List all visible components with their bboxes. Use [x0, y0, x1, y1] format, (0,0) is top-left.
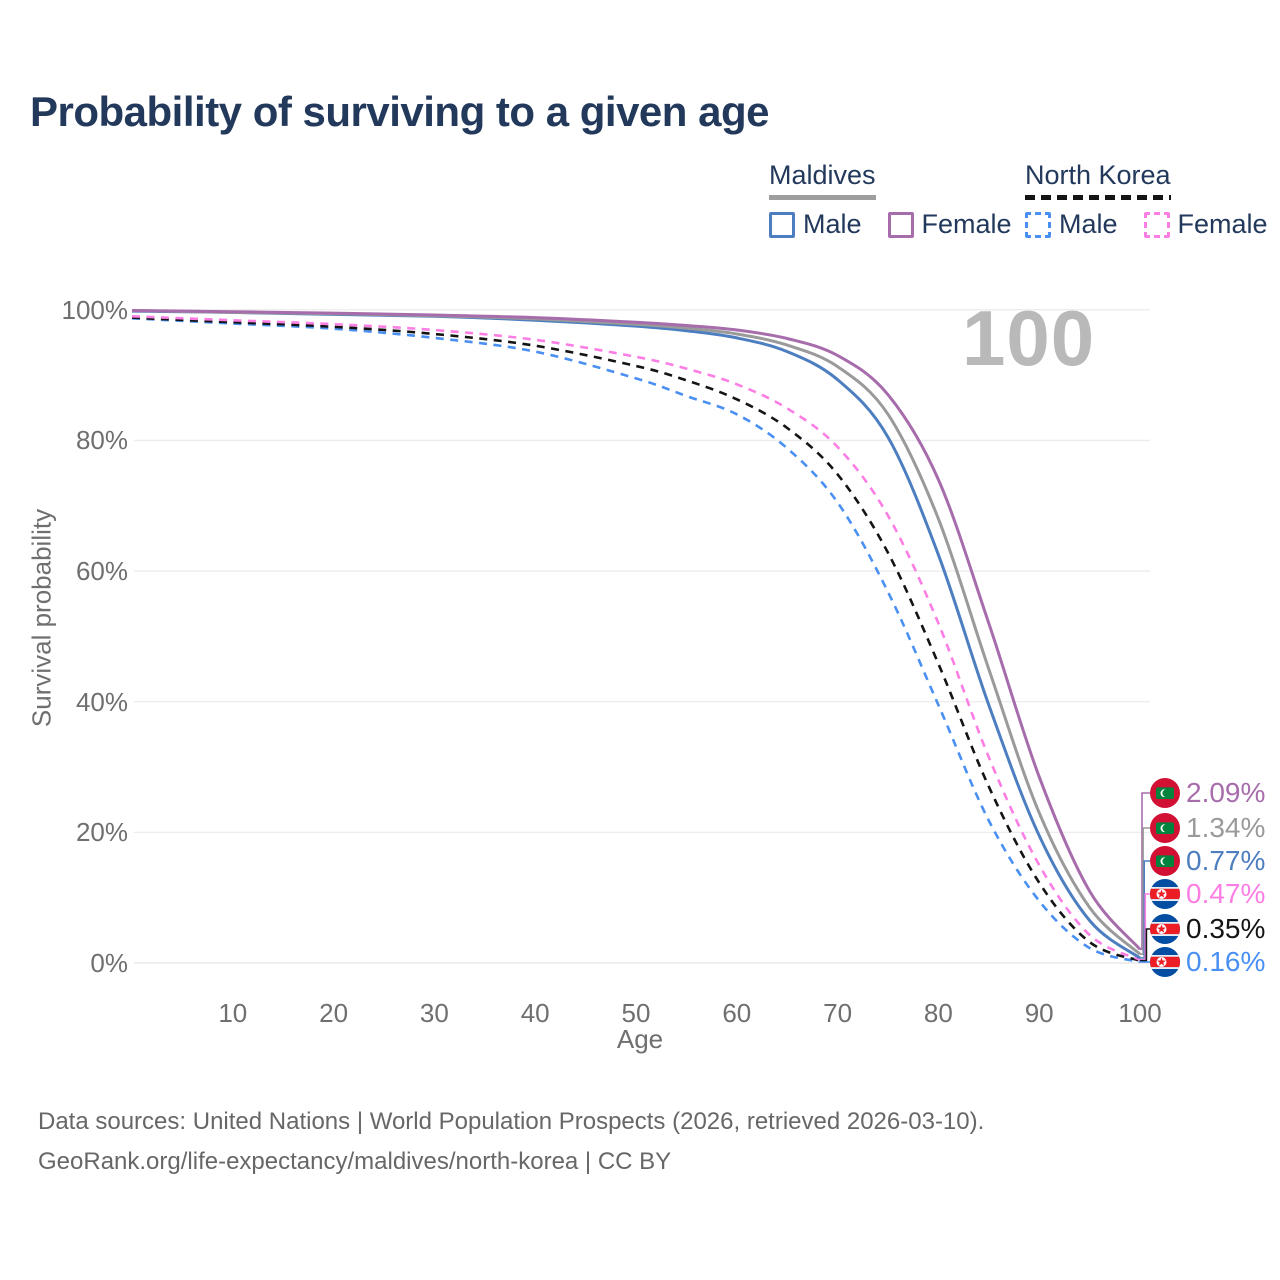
legend-group-north-korea: North Korea Male Female	[1025, 160, 1280, 240]
legend-item-label[interactable]: Female	[1177, 209, 1268, 239]
footer-attribution: GeoRank.org/life-expectancy/maldives/nor…	[38, 1148, 672, 1175]
curve-maldives-female	[131, 309, 1142, 951]
maldives-flag-icon	[1150, 813, 1180, 843]
legend-item-label[interactable]: Male	[803, 209, 862, 239]
legend-header-maldives: Maldives	[769, 160, 876, 200]
chart-title: Probability of surviving to a given age	[30, 88, 769, 135]
end-label-connector	[1140, 860, 1150, 959]
end-label-value: 2.09%	[1186, 777, 1266, 808]
north-korea-flag-icon	[1150, 914, 1180, 944]
legend-header-north-korea: North Korea	[1025, 160, 1171, 200]
legend-underline-dashed	[1025, 195, 1171, 200]
x-tick-90: 90	[1024, 998, 1054, 1028]
legend-header-label: North Korea	[1025, 160, 1171, 190]
y-tick-20: 20%	[75, 817, 128, 848]
legend-underline-solid	[769, 195, 876, 200]
legend-swatch-solid[interactable]	[769, 211, 795, 238]
x-axis-title: Age	[616, 1024, 664, 1054]
curve-north-korea-male	[131, 317, 1141, 964]
curve-north-korea-female	[131, 315, 1141, 962]
end-label-value: 0.77%	[1186, 845, 1266, 876]
x-tick-80: 80	[923, 998, 953, 1028]
x-tick-30: 30	[419, 998, 449, 1028]
end-label-connector	[1140, 827, 1150, 955]
curve-maldives-both-sexes	[131, 309, 1142, 956]
legend-swatch-dashed[interactable]	[1025, 211, 1051, 238]
x-tick-40: 40	[520, 998, 550, 1028]
legend-swatch-dashed[interactable]	[1143, 211, 1170, 238]
y-tick-100: 100%	[61, 294, 129, 325]
legend-item-maldives-male[interactable]: Male	[769, 209, 862, 240]
y-tick-0: 0%	[90, 948, 128, 978]
legend-item-north-korea-female[interactable]: Female	[1143, 209, 1268, 240]
legend-group-maldives: Maldives Male Female	[769, 160, 1038, 240]
end-label-connector	[1140, 928, 1150, 962]
y-tick-40: 40%	[75, 686, 128, 717]
x-tick-70: 70	[823, 998, 853, 1028]
maldives-flag-icon	[1150, 846, 1180, 876]
legend-item-label[interactable]: Male	[1059, 209, 1118, 239]
watermark-100: 100	[962, 294, 1096, 382]
legend-item-label[interactable]: Female	[921, 209, 1012, 239]
x-tick-10: 10	[218, 998, 248, 1028]
legend-swatch-solid[interactable]	[887, 211, 914, 238]
y-tick-60: 60%	[75, 556, 128, 587]
x-tick-20: 20	[319, 998, 349, 1028]
x-tick-100: 100	[1118, 998, 1162, 1028]
maldives-flag-icon	[1150, 778, 1180, 808]
north-korea-flag-icon	[1150, 879, 1180, 909]
curve-maldives-male	[131, 309, 1141, 960]
curve-north-korea-both-sexes	[131, 316, 1141, 962]
y-tick-80: 80%	[75, 425, 128, 456]
end-label-value: 1.34%	[1186, 812, 1266, 843]
legend-item-north-korea-male[interactable]: Male	[1025, 209, 1118, 240]
end-label-value: 0.16%	[1186, 946, 1266, 977]
x-tick-60: 60	[722, 998, 752, 1028]
legend-header-label: Maldives	[769, 160, 876, 190]
footer-data-sources: Data sources: United Nations | World Pop…	[38, 1108, 985, 1135]
end-label-value: 0.47%	[1186, 878, 1266, 909]
legend-item-maldives-female[interactable]: Female	[887, 209, 1012, 240]
x-tick-50: 50	[621, 998, 651, 1028]
north-korea-flag-icon	[1150, 947, 1180, 977]
end-label-connector	[1140, 792, 1150, 951]
end-label-value: 0.35%	[1186, 913, 1266, 944]
